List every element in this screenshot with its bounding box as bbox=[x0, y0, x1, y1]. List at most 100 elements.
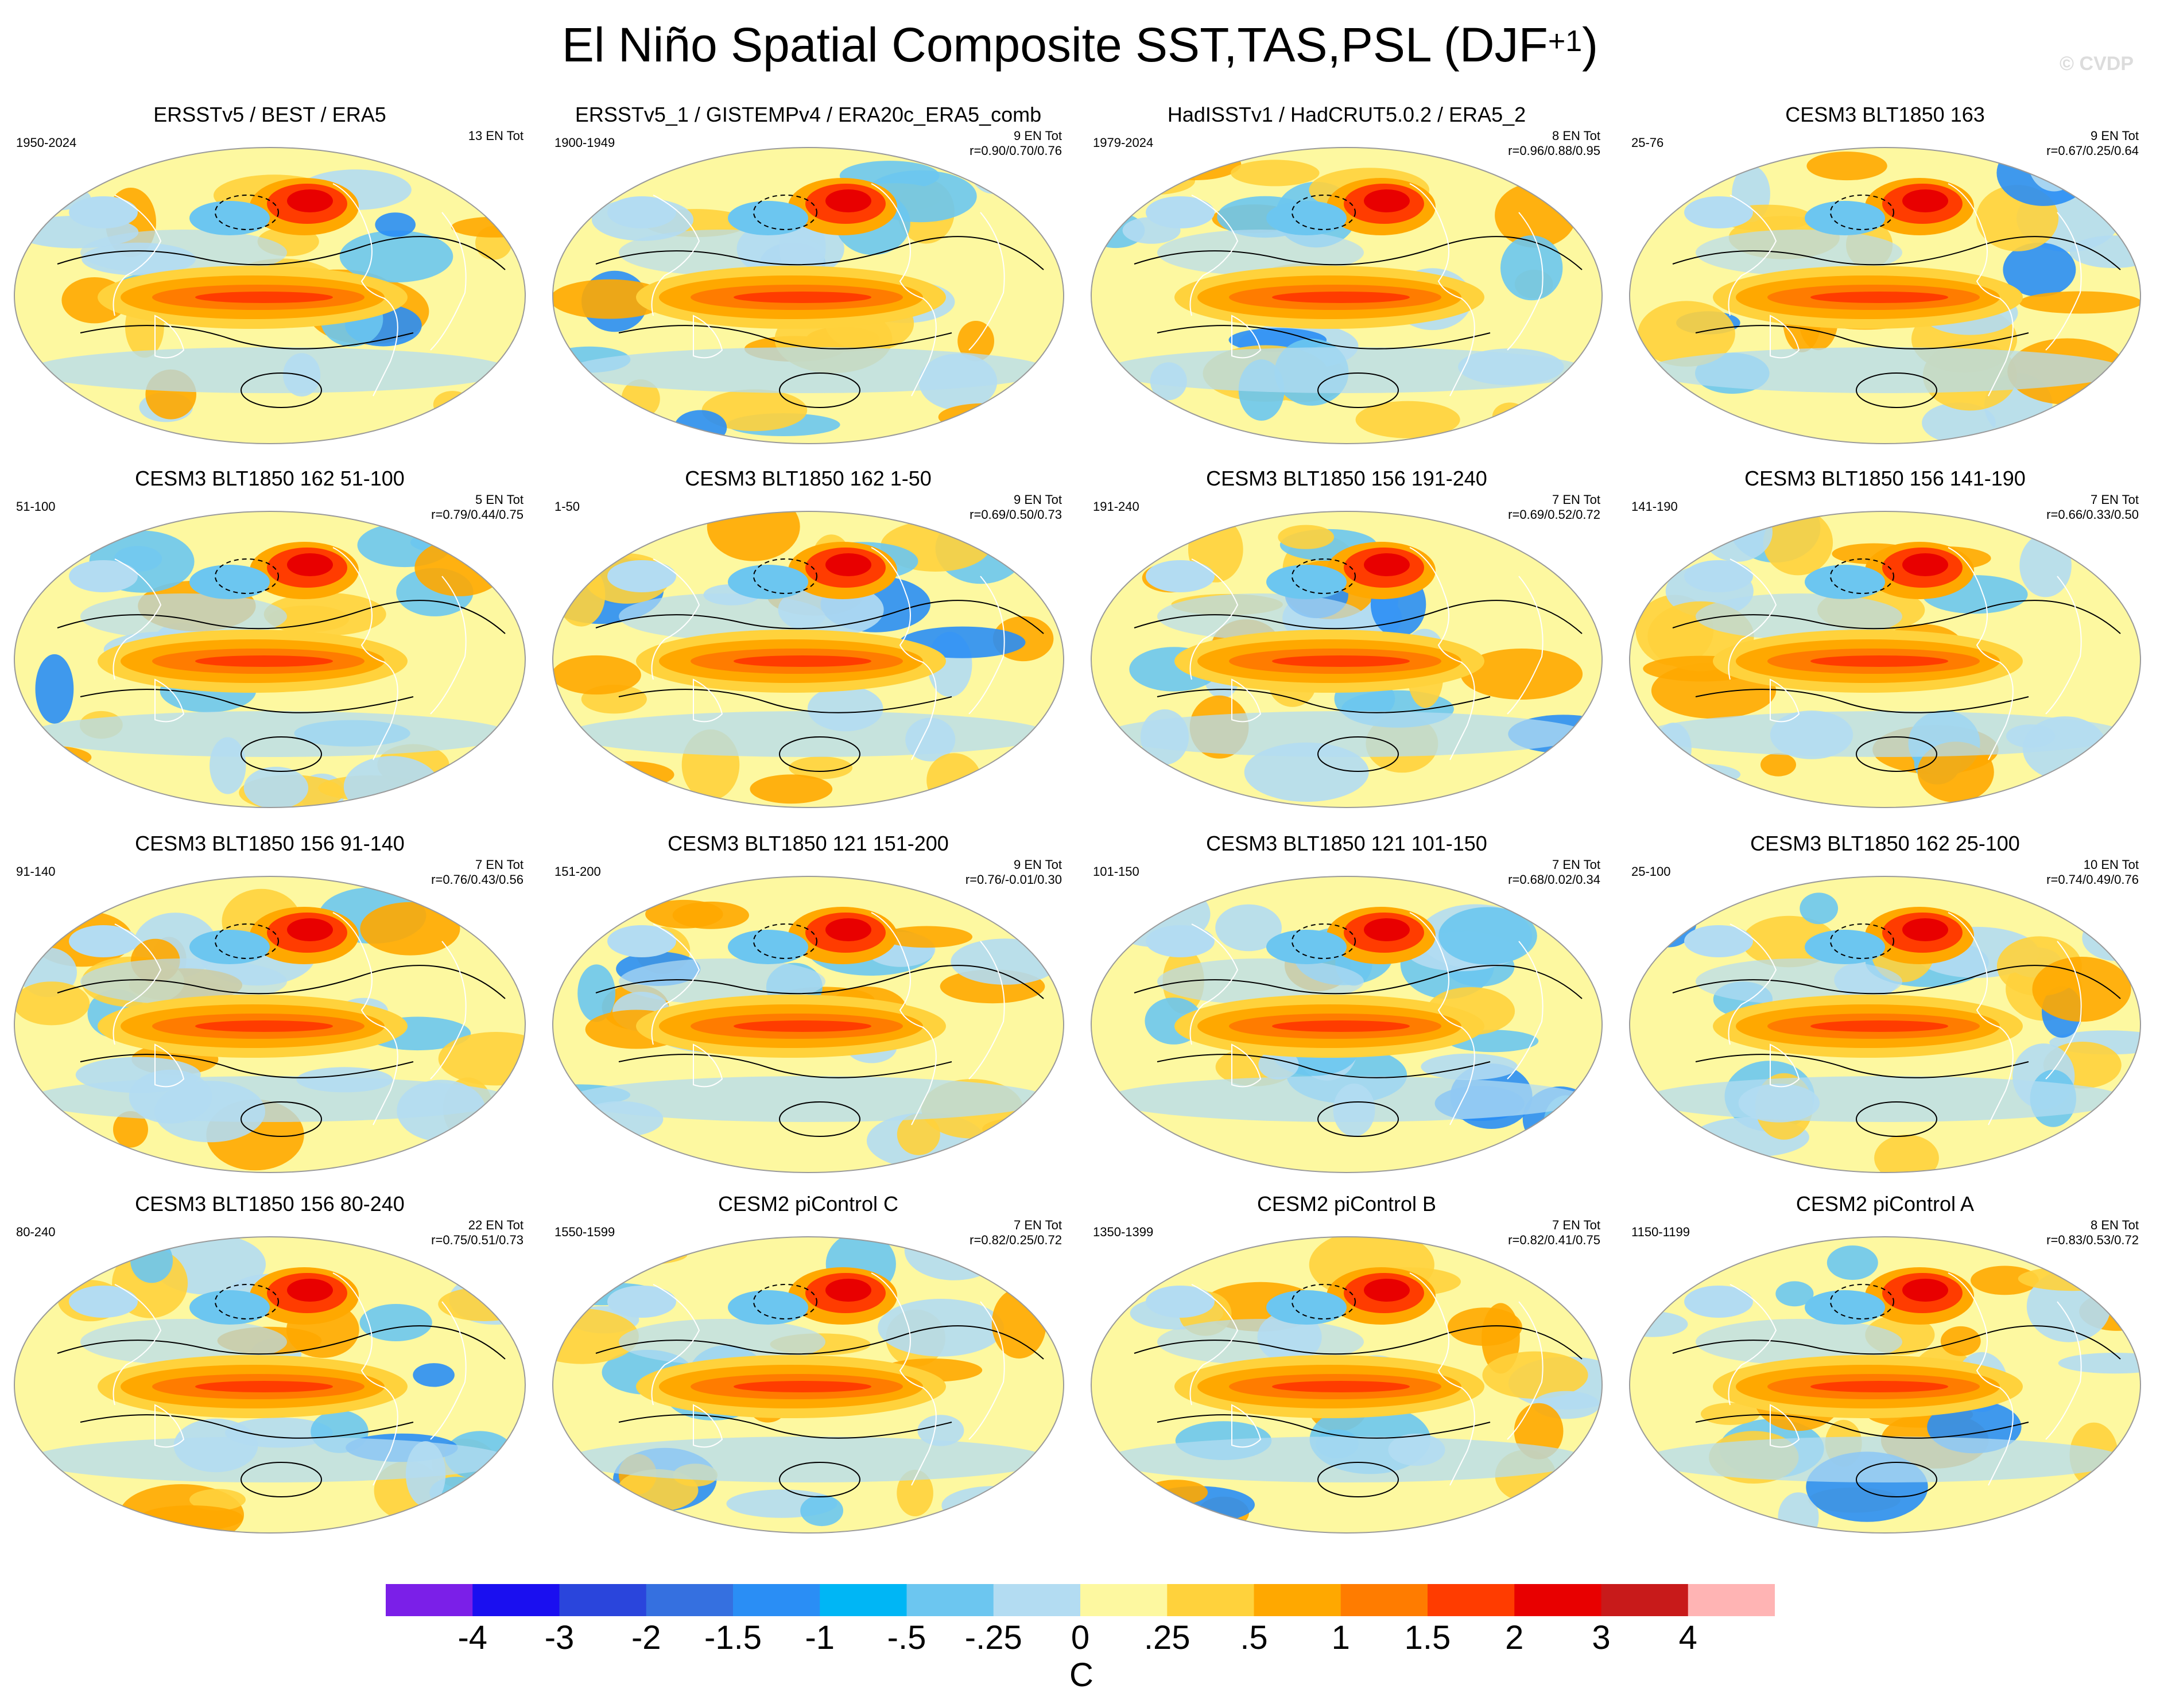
panel-pattern-correlation: r=0.76/0.43/0.56 bbox=[431, 872, 523, 887]
colorbar-swatch bbox=[820, 1584, 907, 1616]
globe-map bbox=[1629, 1236, 2141, 1534]
panel-pattern-correlation: r=0.79/0.44/0.75 bbox=[431, 507, 523, 522]
colorbar-swatch bbox=[386, 1584, 473, 1616]
panel-period: 1979-2024 bbox=[1093, 135, 1154, 150]
panel-en-stats: 7 EN Tot r=0.69/0.52/0.72 bbox=[1508, 492, 1600, 522]
globe-map bbox=[14, 876, 526, 1173]
colorbar-swatch bbox=[1514, 1584, 1601, 1616]
panel-title: CESM3 BLT1850 162 25-100 bbox=[1750, 832, 2020, 855]
panel-en-count: 10 EN Tot bbox=[2083, 857, 2139, 872]
panel-en-count: 9 EN Tot bbox=[1014, 129, 1062, 143]
colorbar-swatch bbox=[733, 1584, 820, 1616]
panel-en-count: 22 EN Tot bbox=[468, 1218, 523, 1232]
globe-map bbox=[552, 1236, 1064, 1534]
panel-title: ERSSTv5_1 / GISTEMPv4 / ERA20c_ERA5_comb bbox=[575, 103, 1042, 126]
panel-period: 151-200 bbox=[554, 864, 601, 879]
map-panel: ERSSTv5_1 / GISTEMPv4 / ERA20c_ERA5_comb… bbox=[544, 102, 1072, 447]
colorbar-tick-label: -.25 bbox=[964, 1619, 1022, 1656]
panel-en-stats: 22 EN Tot r=0.75/0.51/0.73 bbox=[431, 1218, 523, 1248]
colorbar-tick-label: -3 bbox=[544, 1619, 575, 1656]
map-panel: CESM3 BLT1850 156 91-140 91-140 7 EN Tot r=… bbox=[6, 831, 534, 1175]
colorbar-swatch bbox=[472, 1584, 560, 1616]
panel-en-stats: 8 EN Tot r=0.96/0.88/0.95 bbox=[1508, 129, 1600, 158]
panel-pattern-correlation: r=0.66/0.33/0.50 bbox=[2046, 507, 2139, 522]
globe-map bbox=[552, 147, 1064, 444]
panel-en-count: 7 EN Tot bbox=[1014, 1218, 1062, 1232]
figure-title: El Niño Spatial Composite SST,TAS,PSL (D… bbox=[0, 16, 2160, 73]
panel-en-stats: 8 EN Tot r=0.83/0.53/0.72 bbox=[2046, 1218, 2139, 1248]
panel-pattern-correlation: r=0.82/0.41/0.75 bbox=[1508, 1233, 1600, 1247]
panel-title: CESM2 piControl B bbox=[1257, 1192, 1437, 1216]
colorbar-tick-label: -.5 bbox=[887, 1619, 926, 1656]
panel-title: CESM2 piControl A bbox=[1796, 1192, 1975, 1216]
colorbar-tick-label: 1 bbox=[1331, 1619, 1350, 1656]
panel-en-stats: 13 EN Tot bbox=[468, 129, 523, 143]
globe-map bbox=[1629, 511, 2141, 808]
panel-period: 1900-1949 bbox=[554, 135, 615, 150]
panel-en-count: 9 EN Tot bbox=[2091, 129, 2139, 143]
panel-en-stats: 9 EN Tot r=0.90/0.70/0.76 bbox=[970, 129, 1062, 158]
title-text: El Niño Spatial Composite SST,TAS,PSL (D… bbox=[561, 18, 1548, 72]
colorbar-tick-label: 0 bbox=[1071, 1619, 1090, 1656]
colorbar-swatch bbox=[1254, 1584, 1341, 1616]
panel-period: 91-140 bbox=[16, 864, 56, 879]
panel-en-stats: 7 EN Tot r=0.82/0.41/0.75 bbox=[1508, 1218, 1600, 1248]
panel-title: HadISSTv1 / HadCRUT5.0.2 / ERA5_2 bbox=[1167, 103, 1526, 126]
colorbar-tick-label: -1.5 bbox=[704, 1619, 762, 1656]
panel-en-stats: 7 EN Tot r=0.68/0.02/0.34 bbox=[1508, 857, 1600, 887]
map-panel: CESM3 BLT1850 162 1-50 1-50 9 EN Tot r=0.69… bbox=[544, 466, 1072, 810]
panel-title: CESM3 BLT1850 121 101-150 bbox=[1206, 832, 1487, 855]
panel-title: CESM3 BLT1850 156 191-240 bbox=[1206, 467, 1487, 490]
colorbar-tick-label: 4 bbox=[1678, 1619, 1697, 1656]
panel-en-count: 7 EN Tot bbox=[2091, 492, 2139, 507]
map-panel: CESM3 BLT1850 162 51-100 51-100 5 EN Tot r=… bbox=[6, 466, 534, 810]
panel-pattern-correlation: r=0.69/0.50/0.73 bbox=[970, 507, 1062, 522]
globe-map bbox=[14, 511, 526, 808]
panel-period: 1-50 bbox=[554, 499, 580, 514]
panel-en-count: 9 EN Tot bbox=[1014, 492, 1062, 507]
panel-title: CESM3 BLT1850 163 bbox=[1785, 103, 1985, 126]
map-panel: CESM2 piControl C 1550-1599 7 EN Tot r=0.82… bbox=[544, 1191, 1072, 1536]
globe-map bbox=[14, 1236, 526, 1534]
map-panel: CESM3 BLT1850 162 25-100 25-100 10 EN Tot r… bbox=[1621, 831, 2149, 1175]
panel-en-count: 7 EN Tot bbox=[475, 857, 523, 872]
colorbar-tick-label: -1 bbox=[805, 1619, 835, 1656]
panel-pattern-correlation: r=0.67/0.25/0.64 bbox=[2046, 143, 2139, 158]
panel-period: 80-240 bbox=[16, 1225, 56, 1239]
map-panel: CESM3 BLT1850 156 141-190 141-190 7 EN Tot… bbox=[1621, 466, 2149, 810]
panel-pattern-correlation: r=0.75/0.51/0.73 bbox=[431, 1233, 523, 1247]
colorbar-swatch bbox=[1080, 1584, 1168, 1616]
panel-period: 1550-1599 bbox=[554, 1225, 615, 1239]
panel-period: 101-150 bbox=[1093, 864, 1139, 879]
globe-map bbox=[14, 147, 526, 444]
panel-period: 25-76 bbox=[1631, 135, 1664, 150]
panel-pattern-correlation: r=0.82/0.25/0.72 bbox=[970, 1233, 1062, 1247]
colorbar-swatch bbox=[1428, 1584, 1515, 1616]
colorbar-tick-label: 2 bbox=[1505, 1619, 1524, 1656]
panel-period: 1350-1399 bbox=[1093, 1225, 1154, 1239]
map-panel: HadISSTv1 / HadCRUT5.0.2 / ERA5_2 1979-20… bbox=[1083, 102, 1611, 447]
panel-title: CESM3 BLT1850 162 51-100 bbox=[135, 467, 405, 490]
globe-map bbox=[1091, 876, 1603, 1173]
colorbar-swatch bbox=[1340, 1584, 1428, 1616]
panel-title: CESM3 BLT1850 156 80-240 bbox=[135, 1192, 405, 1216]
globe-map bbox=[552, 511, 1064, 808]
panel-title: CESM2 piControl C bbox=[718, 1192, 899, 1216]
globe-map bbox=[1629, 876, 2141, 1173]
globe-map bbox=[1091, 1236, 1603, 1534]
panel-en-count: 7 EN Tot bbox=[1552, 857, 1600, 872]
panel-en-stats: 9 EN Tot r=0.69/0.50/0.73 bbox=[970, 492, 1062, 522]
panel-period: 1950-2024 bbox=[16, 135, 77, 150]
colorbar-tick-label: .25 bbox=[1143, 1619, 1190, 1656]
panel-en-count: 7 EN Tot bbox=[1552, 1218, 1600, 1232]
panel-period: 25-100 bbox=[1631, 864, 1671, 879]
panel-title: CESM3 BLT1850 121 151-200 bbox=[668, 832, 949, 855]
colorbar-swatch bbox=[993, 1584, 1081, 1616]
colorbar-tick-label: .5 bbox=[1240, 1619, 1268, 1656]
colorbar-swatch bbox=[1167, 1584, 1254, 1616]
title-close: ) bbox=[1582, 18, 1599, 72]
colorbar-swatch bbox=[1688, 1584, 1775, 1616]
map-panel: ERSSTv5 / BEST / ERA5 1950-2024 13 EN Tot bbox=[6, 102, 534, 447]
panel-title: CESM3 BLT1850 156 91-140 bbox=[135, 832, 405, 855]
map-panel: CESM3 BLT1850 156 191-240 191-240 7 EN Tot… bbox=[1083, 466, 1611, 810]
